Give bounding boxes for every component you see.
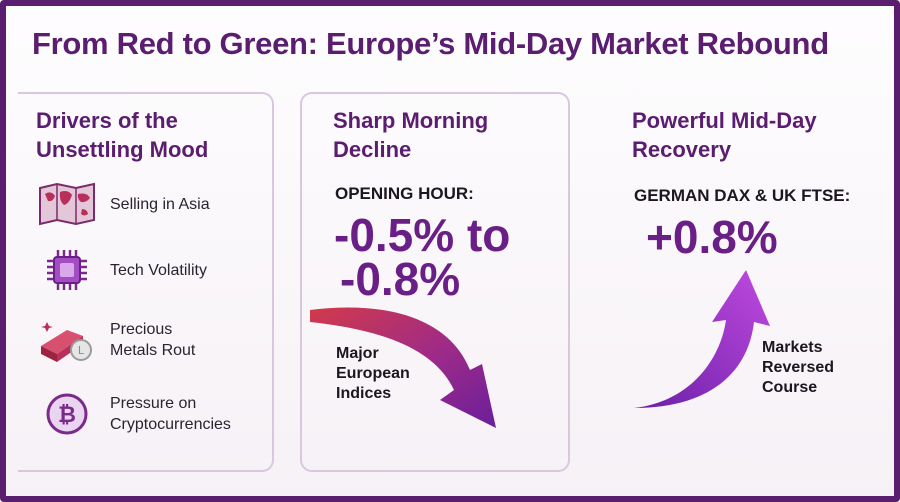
- decline-caption: Major European Indices: [336, 345, 410, 402]
- decline-value-line2: -0.8%: [340, 253, 461, 305]
- recovery-heading-line2: Recovery: [632, 137, 732, 162]
- bitcoin-icon: ₿: [36, 390, 98, 438]
- up-arrow-icon: [634, 270, 770, 408]
- drivers-heading-line2: Unsettling Mood: [36, 137, 209, 162]
- decline-panel: [300, 92, 570, 472]
- decline-heading-line2: Decline: [333, 137, 412, 162]
- drivers-panel: [18, 92, 274, 472]
- recovery-heading-line1: Powerful Mid-Day: [632, 108, 817, 133]
- driver-item-asia: Selling in Asia: [36, 180, 210, 228]
- page-title: From Red to Green: Europe’s Mid-Day Mark…: [32, 26, 829, 61]
- driver-label: Tech Volatility: [110, 261, 207, 279]
- driver-label: Precious Metals Rout: [110, 321, 196, 359]
- svg-text:L: L: [78, 344, 85, 357]
- decline-heading-line1: Sharp Morning: [333, 108, 489, 133]
- drivers-heading-line1: Drivers of the: [36, 108, 178, 133]
- dax-ftse-label: GERMAN DAX & UK FTSE:: [634, 186, 851, 205]
- down-arrow-icon: [310, 307, 496, 428]
- drivers-heading: Drivers of the Unsettling Mood: [36, 106, 208, 164]
- svg-text:₿: ₿: [58, 403, 76, 428]
- chip-icon: [36, 246, 98, 294]
- map-icon: [36, 180, 98, 228]
- gold-bars-icon: L: [36, 316, 98, 364]
- recovery-caption: Markets Reversed Course: [762, 339, 835, 396]
- decline-value-line1: -0.5% to: [334, 209, 511, 261]
- recovery-heading: Powerful Mid-Day Recovery: [632, 106, 817, 164]
- opening-hour-label: OPENING HOUR:: [335, 184, 474, 203]
- driver-label: Pressure on Cryptocurrencies: [110, 395, 231, 433]
- decline-heading: Sharp Morning Decline: [333, 106, 488, 164]
- driver-label: Selling in Asia: [110, 195, 210, 213]
- recovery-value: +0.8%: [646, 211, 778, 263]
- driver-item-tech: Tech Volatility: [36, 246, 207, 294]
- driver-item-crypto: ₿ Pressure on Cryptocurrencies: [36, 390, 231, 438]
- driver-item-metals: L Precious Metals Rout: [36, 316, 195, 364]
